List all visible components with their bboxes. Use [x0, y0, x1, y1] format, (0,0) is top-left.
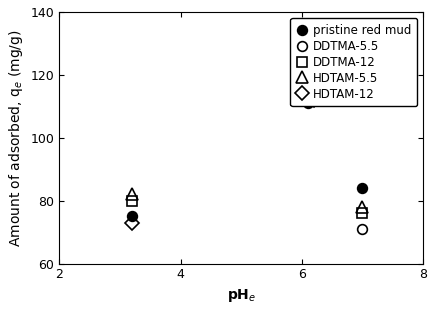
DDTMA-12	[308, 98, 313, 102]
Line: DDTMA-5.5: DDTMA-5.5	[294, 95, 367, 234]
DDTMA-12	[129, 199, 135, 202]
Line: HDTAM-12: HDTAM-12	[127, 95, 319, 228]
HDTAM-12	[311, 98, 316, 102]
Line: HDTAM-5.5: HDTAM-5.5	[126, 85, 368, 212]
pristine red mud	[129, 215, 135, 218]
DDTMA-12	[360, 211, 365, 215]
DDTMA-5.5	[360, 227, 365, 231]
HDTAM-5.5	[360, 205, 365, 209]
HDTAM-12	[129, 221, 135, 225]
Legend: pristine red mud, DDTMA-5.5, DDTMA-12, HDTAM-5.5, HDTAM-12: pristine red mud, DDTMA-5.5, DDTMA-12, H…	[290, 18, 417, 106]
Line: DDTMA-12: DDTMA-12	[127, 95, 367, 218]
pristine red mud	[360, 186, 365, 190]
DDTMA-5.5	[296, 98, 301, 102]
HDTAM-5.5	[302, 89, 307, 92]
Y-axis label: Amount of adsorbed, q$_e$ (mg/g): Amount of adsorbed, q$_e$ (mg/g)	[7, 29, 25, 247]
HDTAM-5.5	[129, 193, 135, 196]
X-axis label: pH$_e$: pH$_e$	[227, 287, 256, 304]
pristine red mud	[305, 101, 310, 105]
Line: pristine red mud: pristine red mud	[127, 98, 367, 221]
